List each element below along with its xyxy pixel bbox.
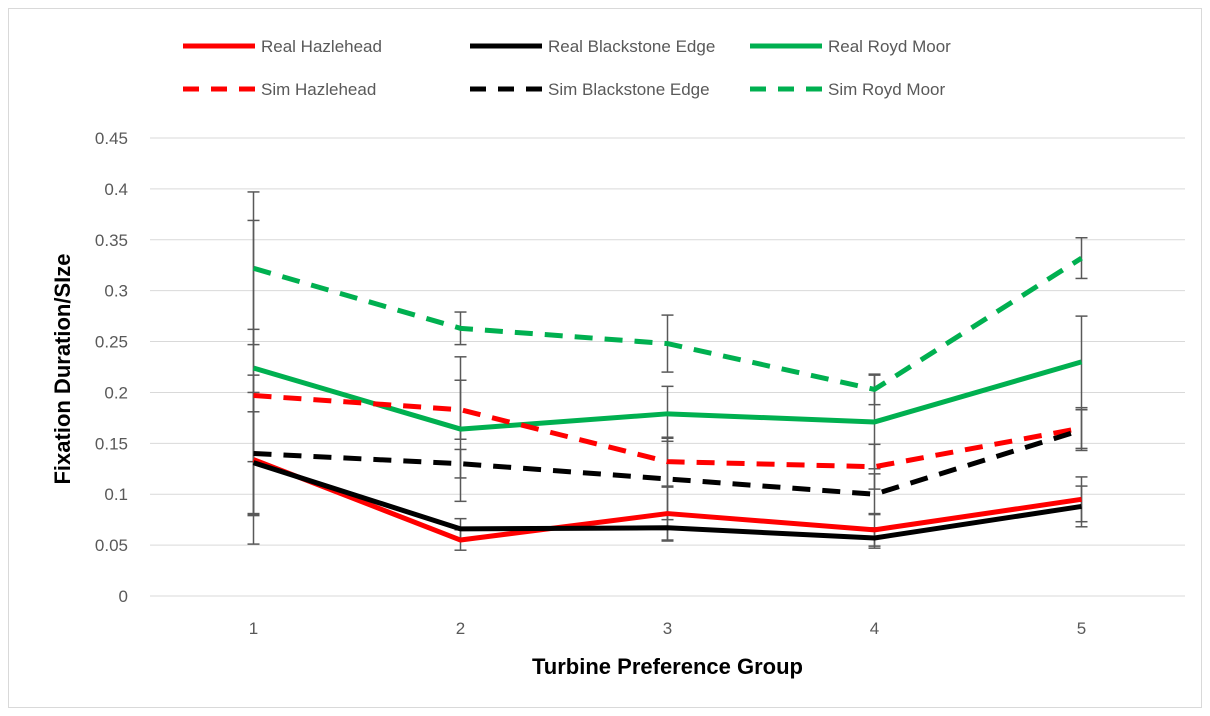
legend-label: Real Hazlehead [261, 37, 382, 56]
legend-label: Sim Hazlehead [261, 80, 376, 99]
chart-frame [8, 8, 1202, 708]
y-tick-label: 0.3 [104, 282, 128, 301]
y-tick-label: 0.45 [95, 129, 128, 148]
series-line-real-blackstone-edge [252, 460, 1082, 541]
legend-item-real-blackstone-edge: Real Blackstone Edge [470, 37, 715, 56]
x-tick-label: 2 [456, 619, 465, 638]
x-axis-title: Turbine Preference Group [532, 654, 803, 679]
y-tick-label: 0.4 [104, 180, 128, 199]
legend-label: Sim Royd Moor [828, 80, 945, 99]
series-line-real-royd-moor [252, 359, 1083, 432]
y-tick-label: 0.1 [104, 485, 128, 504]
y-tick-label: 0.15 [95, 434, 128, 453]
series-lines [252, 255, 1083, 543]
legend: Real Hazlehead Real Blackstone Edge Real R… [183, 37, 951, 99]
x-tick-label: 4 [870, 619, 879, 638]
legend-label: Real Royd Moor [828, 37, 951, 56]
legend-item-real-hazlehead: Real Hazlehead [183, 37, 382, 56]
legend-item-real-royd-moor: Real Royd Moor [750, 37, 951, 56]
x-tick-label: 3 [663, 619, 672, 638]
y-tick-label: 0 [119, 587, 128, 606]
error-bar-sim-blackstone-edge [868, 473, 881, 516]
y-tick-label: 0.35 [95, 231, 128, 250]
series-line-sim-hazlehead [253, 393, 1082, 470]
legend-item-sim-royd-moor: Sim Royd Moor [750, 80, 945, 99]
error-bar-sim-blackstone-edge [1075, 408, 1088, 452]
series-line-real-hazlehead [252, 457, 1082, 543]
tick-labels: 0 0.05 0.1 0.15 0.2 0.25 0.3 0.35 0.4 0.45 1 2 3 4 5 [95, 129, 1086, 638]
error-bar-sim-blackstone-edge [661, 437, 674, 521]
series-line-sim-royd-moor [252, 255, 1083, 392]
x-tick-label: 1 [249, 619, 258, 638]
error-bars [247, 191, 1088, 551]
error-bar-sim-blackstone-edge [454, 448, 467, 479]
y-tick-label: 0.25 [95, 333, 128, 352]
legend-item-sim-hazlehead: Sim Hazlehead [183, 80, 376, 99]
legend-item-sim-blackstone-edge: Sim Blackstone Edge [470, 80, 710, 99]
series-line-sim-blackstone-edge [253, 427, 1083, 497]
y-tick-label: 0.2 [104, 383, 128, 402]
y-axis-title: Fixation Duration/SIze [50, 253, 75, 484]
legend-label: Sim Blackstone Edge [548, 80, 710, 99]
legend-label: Real Blackstone Edge [548, 37, 715, 56]
x-tick-label: 5 [1077, 619, 1086, 638]
y-tick-label: 0.05 [95, 536, 128, 555]
